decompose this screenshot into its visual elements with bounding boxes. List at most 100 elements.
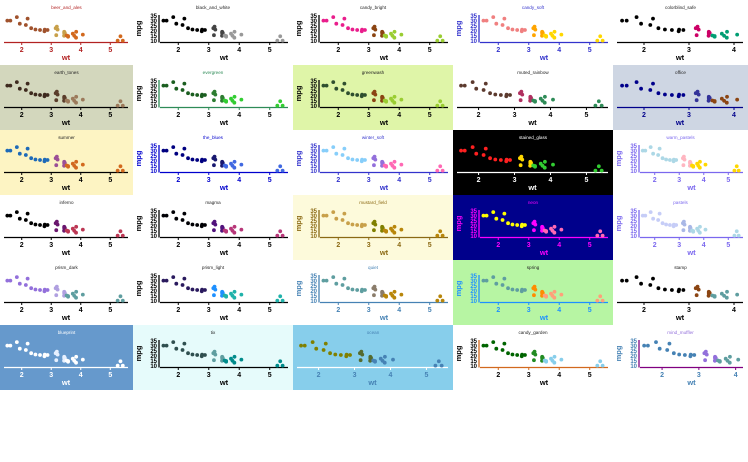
scatter-point <box>695 284 700 289</box>
scatter-point <box>42 27 47 32</box>
scatter-point <box>203 353 207 357</box>
scatter-point <box>665 348 670 352</box>
scatter-point <box>74 224 79 229</box>
scatter-point <box>712 294 717 298</box>
x-tick-label: 4 <box>732 307 736 314</box>
x-tick-label: 3 <box>527 47 531 54</box>
scatter-point <box>681 288 686 292</box>
scatter-point <box>515 28 520 32</box>
scatter-point <box>697 165 702 170</box>
x-tick-label: 4 <box>389 372 393 379</box>
scatter-point <box>239 357 244 362</box>
scatter-point <box>736 233 741 238</box>
scatter-point <box>182 341 187 346</box>
y-tick-label: 20 <box>310 224 317 230</box>
scatter-point <box>120 363 125 368</box>
scatter-point <box>392 224 397 229</box>
x-axis-label: wt <box>686 378 696 387</box>
x-axis-label: wt <box>367 378 377 387</box>
scatter-point <box>681 163 686 168</box>
scatter-point <box>391 357 395 362</box>
y-tick-label: 30 <box>310 149 317 155</box>
y-tick-label: 30 <box>470 344 477 350</box>
x-tick-label: 5 <box>108 47 112 54</box>
scatter-point <box>598 229 603 234</box>
scatter-point <box>278 164 283 169</box>
scatter-point <box>350 222 355 227</box>
scatter-point <box>651 216 656 221</box>
panel-svg: earth_tones 2 3 4 5 wt <box>4 70 128 127</box>
scatter-point <box>707 31 712 35</box>
scatter-point <box>55 92 60 97</box>
scatter-point <box>200 222 204 227</box>
scatter-point <box>164 343 169 348</box>
scatter-point <box>25 81 30 86</box>
x-tick-label: 3 <box>527 242 531 249</box>
y-tick-label: 25 <box>150 219 157 225</box>
scatter-point <box>696 92 701 97</box>
x-tick-label: 3 <box>687 47 691 54</box>
y-tick-label: 35 <box>150 14 157 20</box>
panel-svg: stamp 2 3 4 wt <box>617 265 743 322</box>
scatter-point <box>639 21 643 26</box>
scatter-point <box>360 27 364 32</box>
x-tick-label: 5 <box>428 307 432 314</box>
scatter-point <box>324 18 329 23</box>
scatter-point <box>224 359 229 363</box>
chart-panel: prism_light 2 3 4 5 wt 10 15 20 25 30 35 mpg <box>133 260 293 325</box>
y-tick-label: 25 <box>310 284 317 290</box>
panel-svg: prism_dark 2 3 4 5 wt <box>4 265 128 322</box>
scatter-point <box>462 83 467 88</box>
x-axis-label: wt <box>379 118 389 127</box>
scatter-point <box>533 164 537 168</box>
scatter-point <box>639 281 643 286</box>
x-tick-label: 3 <box>367 242 371 249</box>
scatter-point <box>533 99 537 103</box>
scatter-point <box>5 18 10 23</box>
scatter-point <box>600 363 605 368</box>
scatter-point <box>598 294 603 299</box>
scatter-point <box>502 211 507 216</box>
scatter-point <box>203 158 207 162</box>
scatter-point <box>363 158 367 162</box>
scatter-point <box>552 29 557 34</box>
scatter-point <box>533 222 538 227</box>
scatter-point <box>459 148 463 153</box>
scatter-point <box>120 233 125 238</box>
scatter-point <box>224 164 229 168</box>
y-tick-label: 10 <box>470 299 477 305</box>
y-axis-label: mpg <box>454 280 463 296</box>
scatter-point <box>392 29 397 34</box>
scatter-point <box>520 157 525 162</box>
scatter-point <box>23 88 28 92</box>
panel-title: candy_garden <box>518 330 548 335</box>
y-axis-label: mpg <box>294 215 303 231</box>
scatter-point <box>520 222 524 227</box>
scatter-point <box>180 283 185 287</box>
scatter-point <box>350 287 355 292</box>
scatter-point <box>707 291 712 295</box>
scatter-point <box>681 154 686 159</box>
y-tick-label: 30 <box>150 279 157 285</box>
scatter-point <box>45 158 50 162</box>
chart-panel: quiet 2 3 4 5 wt 10 15 20 25 30 35 mpg <box>293 260 453 325</box>
y-tick-label: 30 <box>470 19 477 25</box>
scatter-point <box>80 227 85 232</box>
x-tick-label: 3 <box>49 177 53 184</box>
scatter-point <box>45 288 50 292</box>
scatter-point <box>118 34 123 39</box>
y-tick-label: 20 <box>310 29 317 35</box>
scatter-point <box>74 289 79 294</box>
y-tick-label: 10 <box>310 234 317 240</box>
scatter-point <box>342 16 347 21</box>
x-axis-label: wt <box>379 53 389 62</box>
scatter-point <box>703 358 708 363</box>
x-tick-label: 3 <box>207 242 211 249</box>
scatter-point <box>344 352 349 357</box>
scatter-point <box>663 92 667 97</box>
scatter-point <box>646 343 650 348</box>
x-axis-label: wt <box>61 53 71 62</box>
scatter-point <box>498 93 503 97</box>
x-axis-label: wt <box>219 313 229 322</box>
